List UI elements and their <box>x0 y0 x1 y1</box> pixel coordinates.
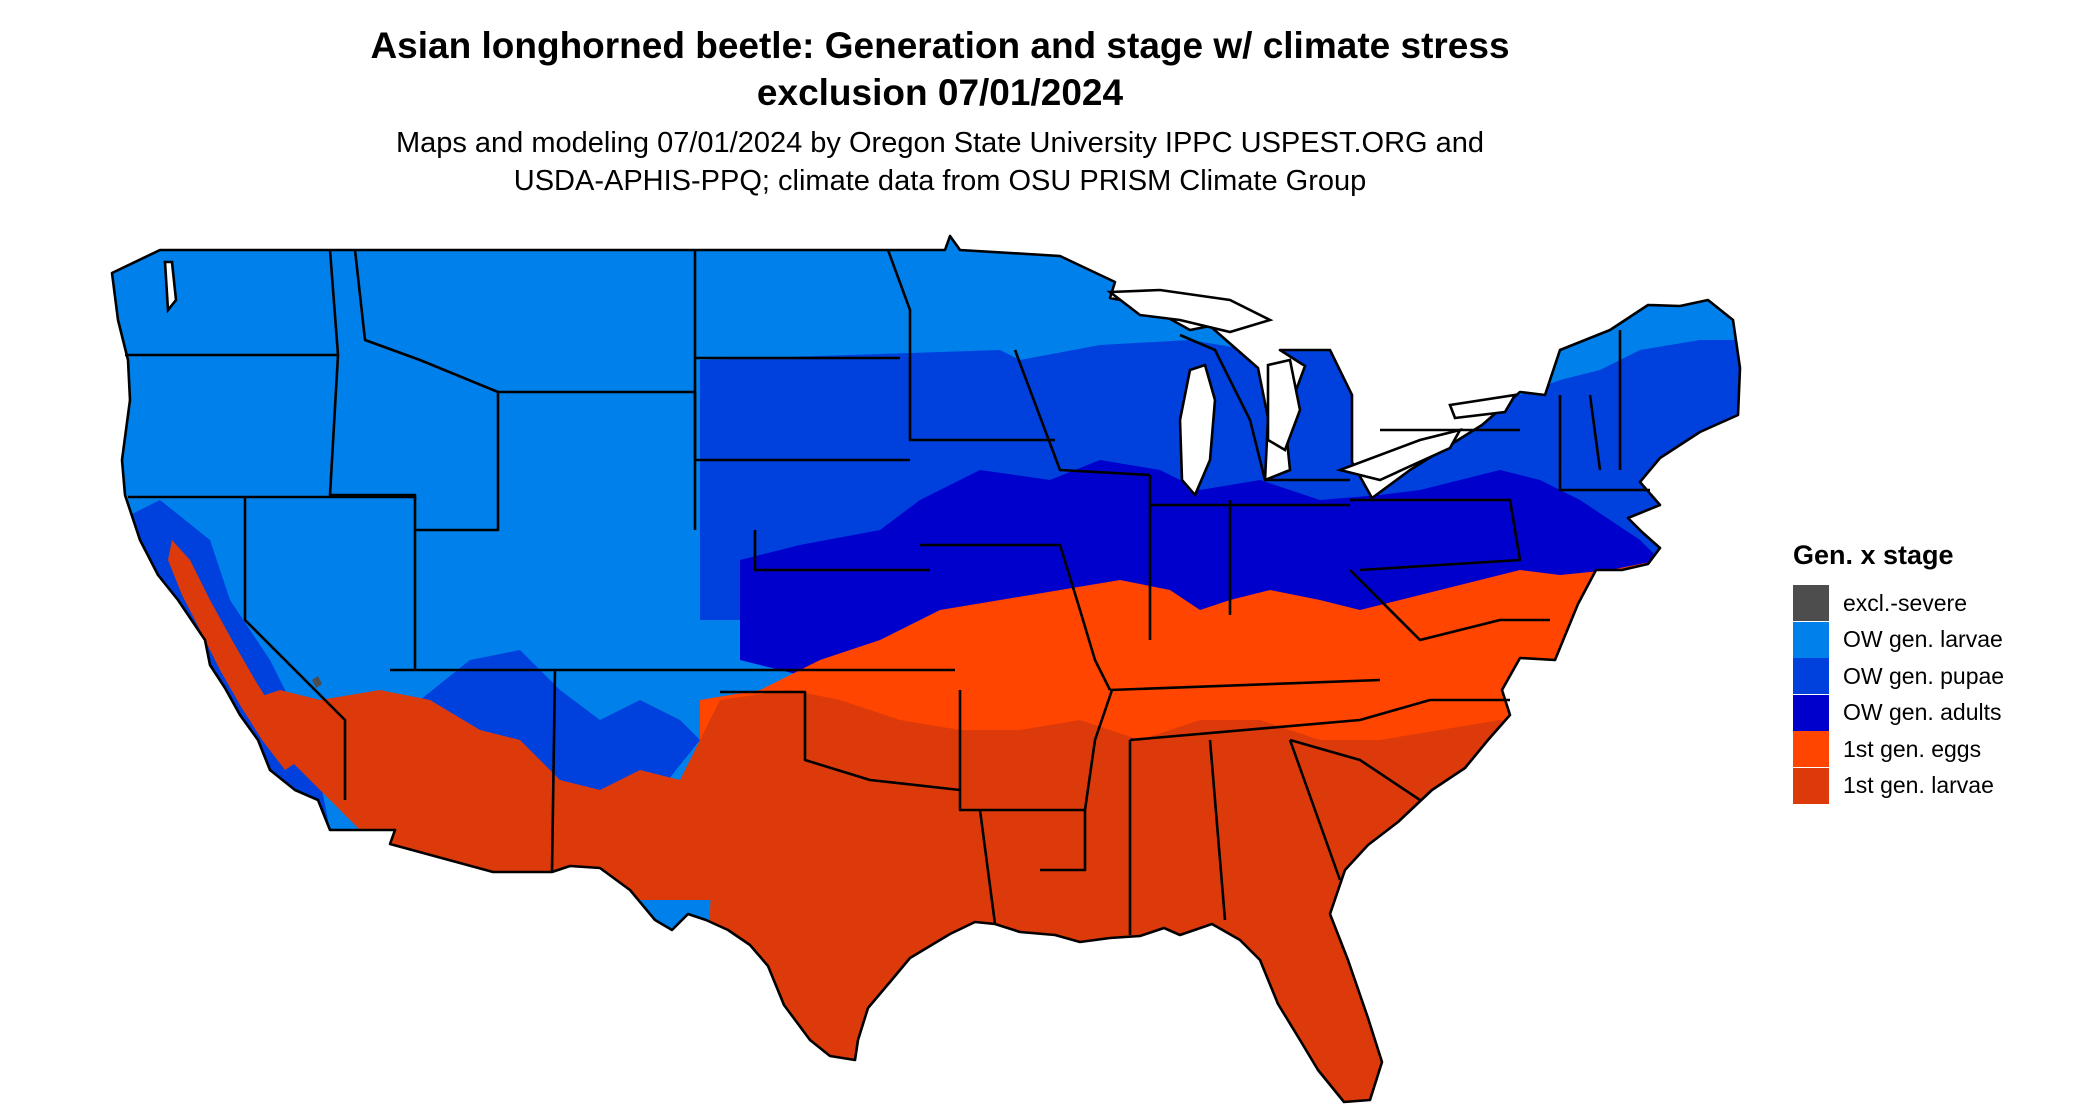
lake-huron <box>1266 358 1302 452</box>
legend-swatch <box>1793 694 1829 731</box>
border-la <box>978 809 1087 925</box>
title-line-2: exclusion 07/01/2024 <box>756 72 1124 113</box>
legend-item-ow-larvae: OW gen. larvae <box>1793 621 2004 659</box>
legend-title: Gen. x stage <box>1793 540 1954 570</box>
border-ne-ks <box>753 530 955 672</box>
border-ky-tn <box>1109 678 1431 742</box>
border-il-in-oh <box>1148 475 1350 640</box>
legend-label: OW gen. adults <box>1843 699 2002 726</box>
lake-michigan <box>1178 363 1217 498</box>
border-ok-tx <box>720 690 961 792</box>
subtitle-line-2: USDA-APHIS-PPQ; climate data from OSU PR… <box>513 165 1367 197</box>
lake-erie <box>1335 428 1463 482</box>
border-montana <box>353 249 499 394</box>
border-pa-ny <box>1350 428 1522 572</box>
legend-swatch <box>1793 621 1829 658</box>
region-1st-larvae <box>700 690 1700 1102</box>
border-ca-nv <box>243 497 347 800</box>
legend-item-excl-severe: excl.-severe <box>1793 585 2004 622</box>
border-carolinas <box>1289 698 1510 802</box>
legend-label: OW gen. larvae <box>1843 626 2003 653</box>
border-wi-il <box>1013 349 1151 477</box>
legend-item-1st-larvae: 1st gen. larvae <box>1793 767 2004 805</box>
legend-item-1st-eggs: 1st gen. eggs <box>1793 731 2004 768</box>
puget-sound <box>163 260 178 314</box>
region-1st-larvae-southwest <box>250 690 720 900</box>
lake-superior <box>1106 288 1274 334</box>
border-new-england <box>1558 330 1650 492</box>
border-ia-mo <box>920 543 1112 691</box>
legend-swatch <box>1793 658 1829 695</box>
legend: Gen. x stage excl.-severe OW gen. larvae… <box>1793 540 2004 804</box>
lake-ontario <box>1448 393 1518 420</box>
great-lakes <box>163 260 1518 498</box>
subtitle-line-1: Maps and modeling 07/01/2024 by Oregon S… <box>395 127 1485 159</box>
legend-label: 1st gen. eggs <box>1843 735 1982 762</box>
legend-swatch <box>1793 731 1829 768</box>
map-subtitle: Maps and modeling 07/01/2024 by Oregon S… <box>250 124 1630 200</box>
border-ms-al-ga <box>1128 739 1342 935</box>
legend-swatch <box>1793 585 1829 622</box>
border-mn-ia <box>886 249 1055 442</box>
border-dakotas <box>693 250 910 462</box>
legend-item-ow-adults: OW gen. adults <box>1793 694 2004 732</box>
region-excl-severe <box>312 676 322 688</box>
region-1st-larvae-california <box>168 540 300 770</box>
legend-label: 1st gen. larvae <box>1843 772 1994 799</box>
legend-label: OW gen. pupae <box>1843 662 2005 689</box>
border-michigan <box>1179 333 1350 482</box>
map-title: Asian longhorned beetle: Generation and … <box>250 22 1630 116</box>
legend-item-ow-pupae: OW gen. pupae <box>1793 658 2004 695</box>
border-va-wv <box>1349 569 1550 642</box>
title-line-1: Asian longhorned beetle: Generation and … <box>370 25 1510 66</box>
legend-swatch <box>1793 767 1829 804</box>
legend-label: excl.-severe <box>1843 589 1967 616</box>
